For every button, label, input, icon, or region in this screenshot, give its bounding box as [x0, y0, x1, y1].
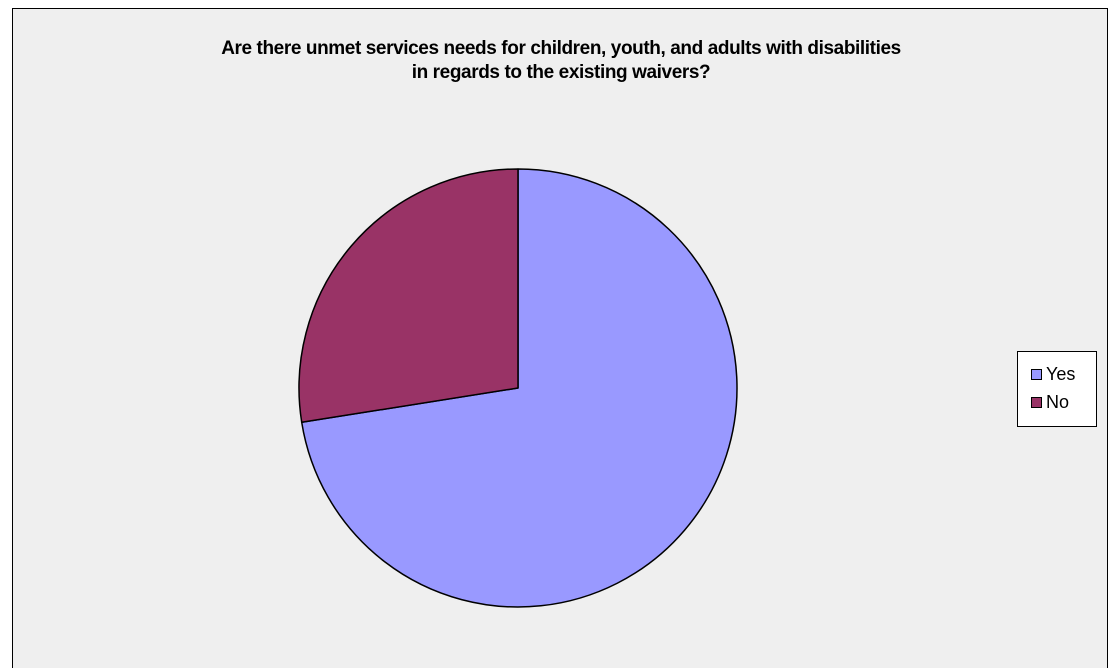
- legend-item-yes: Yes: [1018, 360, 1096, 388]
- chart-title-line-2: in regards to the existing waivers?: [411, 62, 711, 83]
- chart-title: Are there unmet services needs for child…: [13, 37, 1109, 85]
- chart-area: Are there unmet services needs for child…: [12, 8, 1108, 668]
- legend-swatch-no: [1031, 396, 1042, 408]
- pie-slice-no: [298, 168, 519, 424]
- legend-swatch-yes: [1031, 368, 1042, 380]
- legend-label-no: No: [1046, 391, 1070, 412]
- chart-legend: Yes No: [1017, 351, 1097, 427]
- chart-title-line-1: Are there unmet services needs for child…: [221, 38, 901, 59]
- pie-plot: [298, 168, 738, 608]
- pie-slice-yes: [300, 168, 738, 608]
- legend-item-no: No: [1018, 388, 1096, 416]
- legend-label-yes: Yes: [1046, 363, 1076, 384]
